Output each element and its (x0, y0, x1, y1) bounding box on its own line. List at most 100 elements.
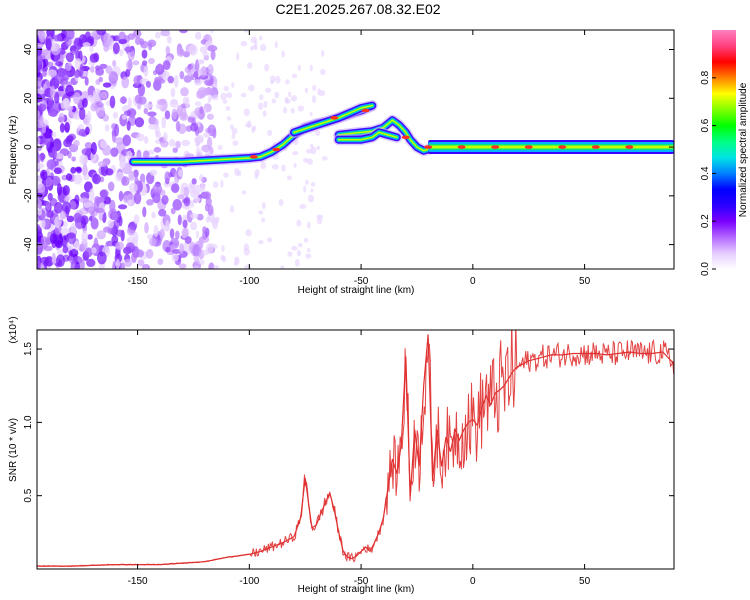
noise-speckle (315, 130, 321, 136)
noise-speckle (171, 183, 180, 194)
noise-speckle (125, 242, 135, 253)
noise-speckle (183, 186, 190, 197)
noise-speckle (137, 103, 142, 110)
noise-speckle (92, 173, 101, 185)
spectrogram-hotspot (249, 155, 258, 159)
snr-line-area (37, 330, 674, 568)
noise-speckle (76, 167, 82, 174)
noise-speckle (204, 79, 214, 86)
noise-speckle (297, 64, 301, 71)
noise-speckle (119, 262, 126, 269)
noise-speckle (201, 144, 211, 153)
noise-speckle (161, 116, 167, 129)
noise-speckle (309, 64, 313, 72)
noise-speckle (316, 145, 321, 151)
noise-speckle (87, 35, 94, 44)
noise-speckle (53, 102, 59, 111)
noise-speckle (121, 76, 130, 89)
noise-speckle (281, 50, 285, 58)
noise-speckle (91, 247, 97, 254)
noise-speckle (183, 196, 191, 207)
noise-speckle (318, 89, 326, 97)
noise-speckle (72, 92, 81, 105)
noise-speckle (45, 38, 52, 51)
noise-speckle (284, 96, 289, 104)
noise-speckle (176, 48, 185, 57)
noise-speckle (151, 211, 156, 219)
noise-speckle (271, 98, 277, 104)
noise-speckle (78, 107, 86, 120)
noise-speckle (310, 188, 314, 193)
noise-speckle (57, 249, 64, 257)
noise-speckle (107, 219, 114, 229)
noise-speckle (90, 65, 95, 73)
noise-speckle (221, 244, 225, 253)
noise-speckle (210, 113, 214, 119)
noise-speckle (193, 79, 203, 86)
noise-speckle (231, 133, 236, 139)
noise-speckle (162, 60, 171, 71)
noise-speckle (79, 153, 89, 166)
noise-speckle (267, 237, 273, 243)
noise-speckle (37, 194, 40, 204)
noise-speckle (45, 177, 53, 187)
noise-speckle (177, 214, 182, 226)
noise-speckle (66, 30, 75, 40)
noise-speckle (241, 190, 247, 195)
noise-speckle (170, 207, 176, 215)
noise-speckle (56, 183, 62, 196)
noise-speckle (70, 166, 77, 174)
noise-speckle (66, 135, 74, 143)
noise-speckle (220, 92, 227, 101)
noise-speckle (194, 197, 201, 203)
noise-speckle (160, 139, 169, 148)
noise-speckle (47, 192, 53, 201)
noise-speckle (62, 245, 69, 254)
noise-speckle (155, 131, 162, 139)
noise-speckle (141, 60, 148, 66)
noise-speckle (132, 60, 140, 66)
noise-speckle (321, 49, 325, 58)
noise-speckle (63, 98, 71, 109)
noise-speckle (90, 141, 97, 155)
spectrogram-ridge-lower-branch (337, 131, 398, 141)
noise-speckle (134, 249, 144, 258)
noise-speckle (146, 199, 154, 206)
colorbar-tick-label: 0.8 (700, 70, 711, 84)
noise-speckle (94, 195, 101, 204)
noise-speckle (182, 219, 188, 229)
noise-speckle (112, 42, 120, 55)
noise-speckle (178, 169, 184, 177)
noise-speckle (220, 254, 226, 261)
noise-speckle (261, 202, 266, 210)
snr-x-label: Height of straight line (km) (298, 584, 415, 595)
noise-speckle (79, 259, 85, 269)
noise-speckle (145, 248, 154, 259)
noise-speckle (320, 68, 326, 75)
noise-speckle (193, 70, 199, 78)
noise-speckle (237, 170, 242, 177)
noise-speckle (291, 246, 298, 251)
colorbar-tick-label: 0.6 (700, 118, 711, 132)
spectrogram-hotspot (558, 145, 567, 149)
colorbar-tick-label: 0.0 (700, 262, 711, 276)
noise-speckle (107, 181, 115, 192)
noise-speckle (79, 197, 89, 204)
noise-speckle (193, 255, 199, 262)
noise-speckle (214, 216, 220, 222)
noise-speckle (179, 243, 184, 255)
noise-speckle (220, 179, 224, 188)
noise-speckle (188, 44, 198, 56)
noise-speckle (294, 259, 300, 267)
noise-speckle (134, 176, 139, 186)
noise-speckle (184, 236, 192, 244)
noise-speckle (45, 211, 52, 218)
noise-speckle (257, 102, 264, 110)
noise-speckle (117, 204, 128, 210)
noise-speckle (61, 69, 70, 81)
noise-speckle (79, 63, 84, 76)
noise-speckle (96, 30, 106, 36)
spectrogram-hotspot (401, 135, 410, 140)
noise-speckle (203, 132, 211, 138)
noise-speckle (223, 172, 229, 178)
